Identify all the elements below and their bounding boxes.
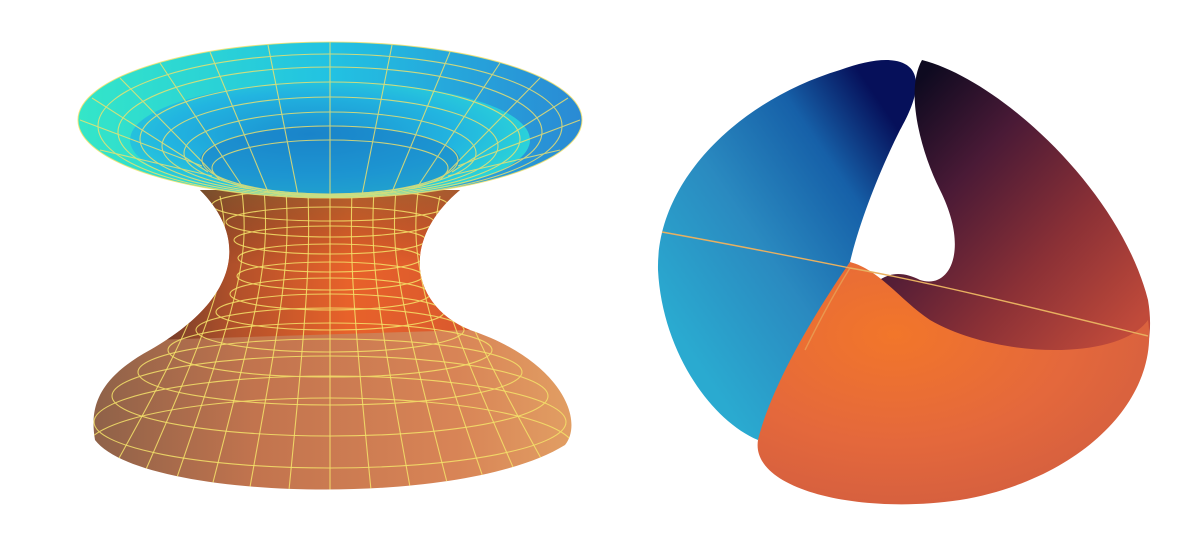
twisted-surface [657,60,1151,505]
top-bowl [77,41,583,199]
twisted-surface-panel [600,0,1193,548]
orange-lobe [757,262,1150,505]
blue-lobe [657,60,917,441]
seam-lines [661,231,1149,351]
hyperboloid-surface [77,41,583,490]
hyperboloid-panel [77,41,583,490]
